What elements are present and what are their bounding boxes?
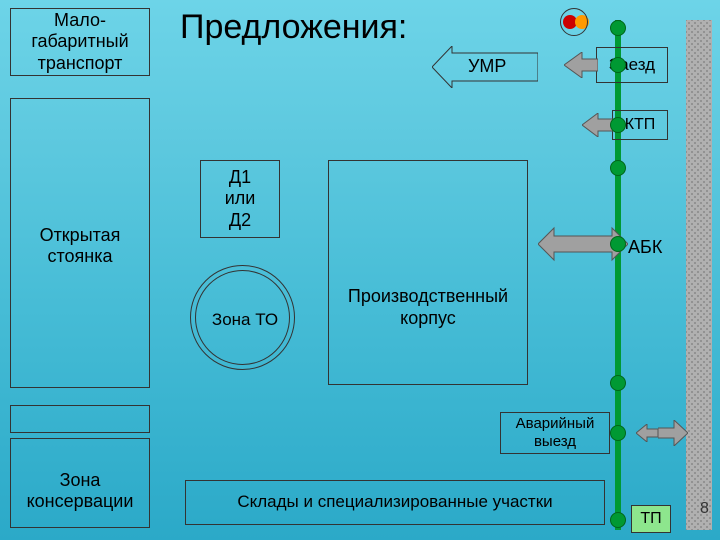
box-d1-d2: Д1 или Д2 [200, 160, 280, 238]
node-ktp [610, 117, 626, 133]
node-entry [610, 57, 626, 73]
node-production-top [610, 160, 626, 176]
page-number: 8 [700, 500, 709, 518]
label-small-transport: Мало- габаритный транспорт [31, 10, 128, 75]
box-warehouses: Склады и специализированные участки [185, 480, 605, 525]
green-vertical-line [615, 20, 621, 530]
circle-zone-to-outer [190, 265, 295, 370]
label-open-parking: Открытая стоянка [25, 225, 135, 267]
label-tp: ТП [640, 509, 661, 528]
box-small-transport: Мало- габаритный транспорт [10, 8, 150, 76]
label-conservation: Зона консервации [20, 470, 140, 512]
label-abk: АБК [628, 237, 662, 258]
node-emergency [610, 425, 626, 441]
box-tp: ТП [631, 505, 671, 533]
page-title: Предложения: [180, 8, 407, 47]
node-abk [610, 236, 626, 252]
label-emergency: Аварийный выезд [516, 415, 595, 451]
box-emergency: Аварийный выезд [500, 412, 610, 454]
arrow-emergency-left [636, 424, 658, 442]
label-ktp: КТП [625, 115, 656, 134]
texture-bar [686, 20, 712, 530]
arrow-emergency-right [658, 420, 688, 446]
box-empty-small [10, 405, 150, 433]
label-umr: УМР [468, 56, 506, 77]
node-mid [610, 375, 626, 391]
label-warehouses: Склады и специализированные участки [237, 492, 552, 512]
node-top [610, 20, 626, 36]
label-production: Производственный корпус [348, 216, 508, 329]
box-production: Производственный корпус [328, 160, 528, 385]
node-tp [610, 512, 626, 528]
arrow-entry [564, 52, 598, 78]
box-entry: Заезд [596, 47, 668, 83]
label-d1-d2: Д1 или Д2 [225, 167, 256, 232]
dot-green-outline [560, 8, 588, 36]
